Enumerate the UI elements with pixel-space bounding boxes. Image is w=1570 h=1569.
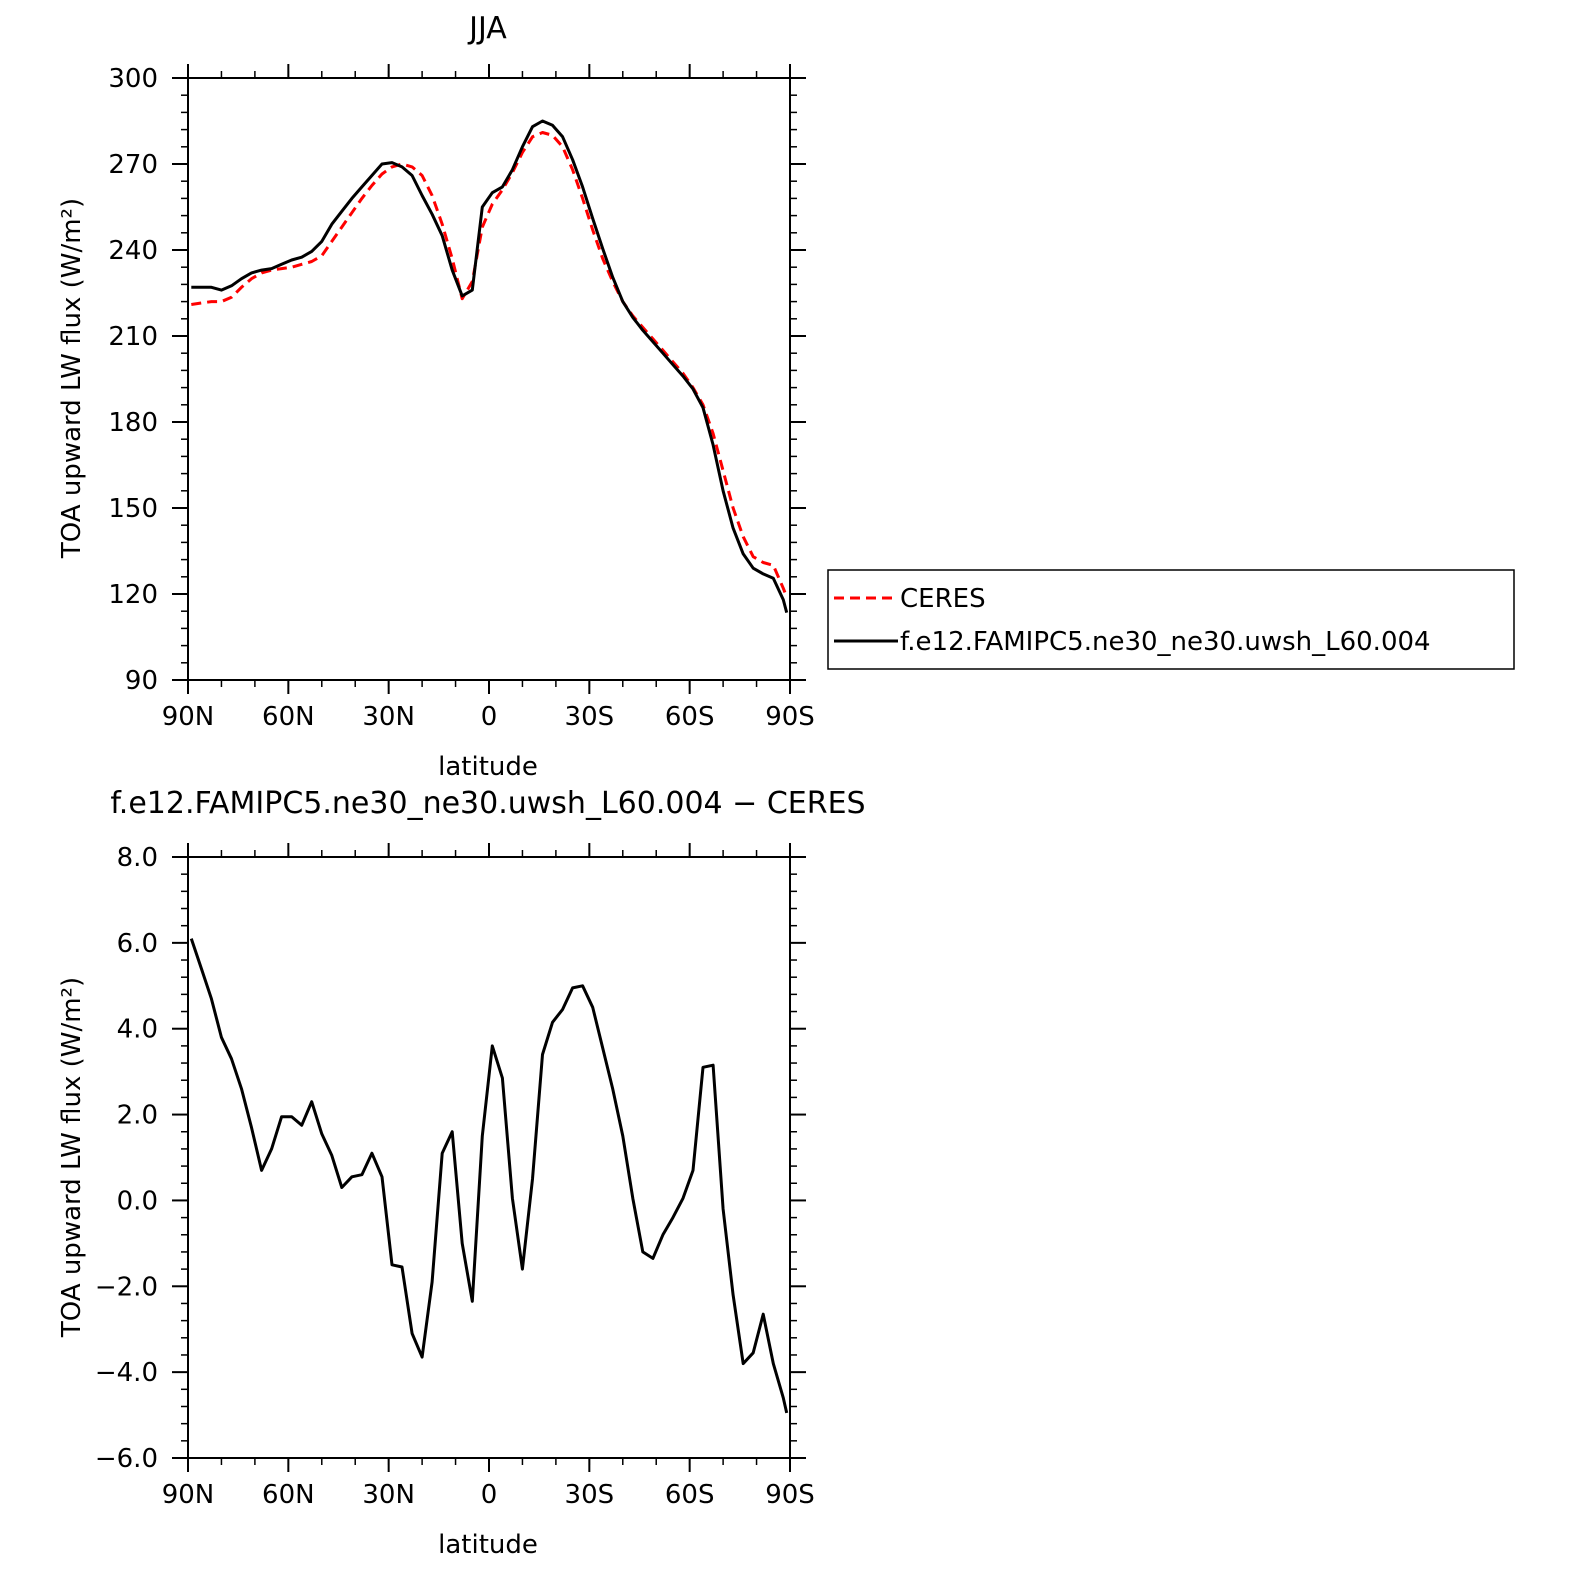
y-tick-label: 270 — [108, 150, 158, 180]
model-line — [191, 119, 789, 613]
y-tick-label: 120 — [108, 580, 158, 610]
y-tick-label: −2.0 — [95, 1272, 158, 1302]
y-tick-label: 180 — [108, 408, 158, 438]
x-axis-label: latitude — [438, 752, 538, 782]
y-tick-label: −6.0 — [95, 1444, 158, 1474]
x-tick-label: 60S — [665, 1480, 715, 1510]
y-tick-label: 240 — [108, 236, 158, 266]
x-tick-label: 0 — [481, 1480, 498, 1510]
x-tick-label: 30N — [362, 1480, 415, 1510]
chart-title: f.e12.FAMIPC5.ne30_ne30.uwsh_L60.004 − C… — [110, 786, 865, 821]
x-tick-label: 90S — [765, 702, 815, 732]
y-axis-label: TOA upward LW flux (W/m²) — [57, 198, 87, 559]
x-axis-label: latitude — [438, 1530, 538, 1560]
y-tick-label: 300 — [108, 64, 158, 94]
x-tick-label: 60S — [665, 702, 715, 732]
flux-panel: JJA 90N 60N 30N 0 30S 60S 90S 90 120 150 180 210 240… — [57, 11, 1515, 782]
y-tick-label: 0.0 — [117, 1186, 158, 1216]
plot-frame — [187, 856, 791, 1459]
y-tick-label: 150 — [108, 494, 158, 524]
x-tick-label: 30S — [565, 1480, 615, 1510]
y-axis-label: TOA upward LW flux (W/m²) — [57, 977, 87, 1338]
y-tick-label: 4.0 — [117, 1015, 158, 1045]
x-tick-label: 60N — [262, 1480, 315, 1510]
x-tick-label: 60N — [262, 702, 315, 732]
x-tick-label: 90N — [162, 1480, 215, 1510]
y-tick-label: 6.0 — [117, 929, 158, 959]
axes-frame: 90N 60N 30N 0 30S 60S 90S 90 120 150 180 210 240 270 3… — [108, 64, 815, 732]
y-tick-label: 210 — [108, 322, 158, 352]
y-tick-label: 2.0 — [117, 1101, 158, 1131]
y-tick-label: 8.0 — [117, 843, 158, 873]
plot-frame — [187, 77, 791, 681]
x-tick-label: 30N — [362, 702, 415, 732]
legend: CERES f.e12.FAMIPC5.ne30_ne30.uwsh_L60.0… — [827, 569, 1515, 670]
x-tick-label: 90N — [162, 702, 215, 732]
y-tick-label: −4.0 — [95, 1358, 158, 1388]
series-lines — [189, 938, 789, 1414]
series-lines — [191, 119, 789, 613]
ceres-line — [191, 131, 789, 598]
x-tick-label: 30S — [565, 702, 615, 732]
legend-ceres-label: CERES — [900, 584, 986, 614]
axes-frame: 90N 60N 30N 0 30S 60S 90S −6.0 −4.0 −2.0 0.0 2.0 4.0… — [95, 843, 815, 1510]
model-line — [189, 938, 789, 1414]
x-tick-label: 0 — [481, 702, 498, 732]
chart-title: JJA — [467, 11, 507, 46]
legend-model-label: f.e12.FAMIPC5.ne30_ne30.uwsh_L60.004 — [900, 627, 1431, 657]
x-tick-label: 90S — [765, 1480, 815, 1510]
difference-panel: f.e12.FAMIPC5.ne30_ne30.uwsh_L60.004 − C… — [57, 786, 866, 1560]
y-tick-label: 90 — [125, 666, 158, 696]
legend-box — [827, 569, 1515, 670]
